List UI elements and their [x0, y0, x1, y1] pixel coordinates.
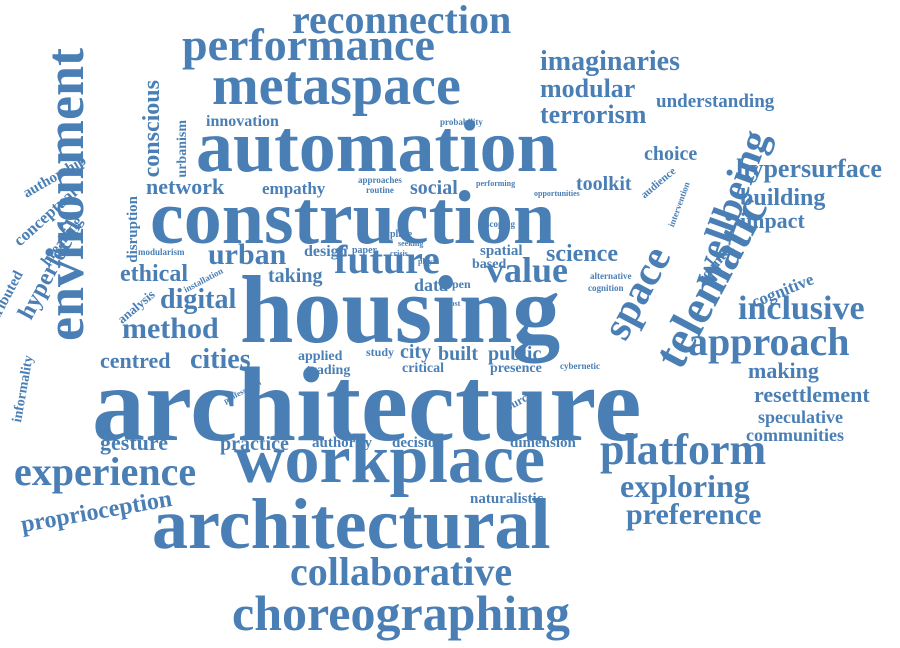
word-public: public	[488, 343, 542, 365]
word-inclusive: inclusive	[738, 290, 865, 327]
word-preference: preference	[626, 498, 762, 531]
word-authority: authority	[312, 435, 372, 451]
word-probability: probability	[440, 117, 483, 127]
word-decision: decision	[392, 435, 444, 451]
word-based: based	[472, 257, 507, 272]
word-method: method	[122, 312, 219, 345]
word-innovation: innovation	[206, 113, 279, 130]
word-performance: performance	[182, 19, 435, 70]
word-exploring: exploring	[620, 468, 750, 504]
word-resettlement: resettlement	[754, 382, 870, 407]
word-value: value	[486, 250, 569, 290]
word-architecture: architecture	[92, 346, 642, 463]
word-platform: platform	[600, 425, 767, 474]
word-dimension: dimension	[510, 435, 576, 451]
word-impact: impact	[740, 208, 805, 233]
word-proprioception: proprioception	[18, 485, 175, 539]
word-spatial: spatial	[480, 243, 523, 259]
word-place: place	[390, 229, 413, 240]
word-built: built	[438, 343, 479, 365]
word-informality: informality	[10, 354, 37, 424]
word-paper: paper	[352, 245, 377, 256]
word-housing: housing	[240, 256, 561, 363]
word-making: making	[748, 358, 819, 383]
word-urbanism: urbanism	[175, 120, 190, 178]
word-presence: presence	[490, 361, 542, 376]
word-audience: audience	[638, 165, 679, 202]
word-cities: cities	[190, 344, 251, 375]
word-trading: trading	[306, 363, 351, 378]
word-open: open	[446, 277, 471, 291]
word-crisis: crisis	[390, 249, 408, 258]
word-routine: routine	[366, 185, 394, 195]
word-opportunities: opportunities	[534, 189, 580, 198]
word-approach: approach	[688, 319, 850, 364]
word-automation: automation	[196, 106, 558, 188]
word-workplace: workplace	[234, 421, 546, 498]
word-network: network	[146, 174, 225, 199]
word-science: science	[546, 241, 618, 267]
word-cybernetic: cybernetic	[560, 361, 600, 371]
word-critical: critical	[402, 361, 444, 376]
word-approaches: approaches	[358, 175, 402, 185]
word-centred: centred	[100, 348, 171, 373]
word-terrorism: terrorism	[540, 100, 647, 129]
word-data: data	[414, 275, 449, 295]
word-choreographing: choreographing	[232, 585, 570, 641]
word-communities: communities	[746, 425, 844, 445]
word-hypersurface: hypersurface	[736, 154, 882, 183]
word-naturalistic: naturalistic	[470, 491, 544, 507]
word-understanding: understanding	[656, 91, 775, 112]
word-choice: choice	[644, 143, 698, 165]
word-alternative: alternative	[590, 271, 632, 281]
word-study: study	[366, 345, 395, 359]
word-speculative: speculative	[758, 407, 843, 427]
word-building: building	[740, 185, 826, 211]
word-modularism: modularism	[138, 247, 185, 257]
word-city: city	[400, 341, 432, 363]
word-architectural: architectural	[152, 484, 551, 564]
word-design: design	[304, 243, 348, 260]
word-digital: digital	[160, 284, 237, 315]
word-imaginaries: imaginaries	[540, 46, 680, 77]
word-cognition: cognition	[588, 283, 624, 293]
word-modular: modular	[540, 74, 636, 103]
word-metaspace: metaspace	[212, 55, 461, 117]
word-empathy: empathy	[262, 179, 326, 198]
word-performing: performing	[476, 179, 516, 188]
word-future: future	[334, 237, 440, 282]
word-post: post	[446, 299, 461, 308]
word-practice: practice	[220, 433, 289, 455]
word-reconnection: reconnection	[292, 0, 512, 42]
word-toolkit: toolkit	[576, 173, 632, 195]
word-experience: experience	[14, 449, 197, 494]
word-construction: construction	[150, 176, 556, 260]
word-urban: urban	[208, 238, 287, 271]
word-scoping: scoping	[486, 219, 516, 229]
word-applied: applied	[298, 349, 343, 364]
word-conscious: conscious	[139, 80, 165, 178]
word-gesture: gesture	[100, 430, 169, 455]
word-intervention: intervention	[666, 180, 692, 229]
word-social: social	[410, 177, 458, 199]
word-play: play	[418, 257, 433, 266]
word-collaborative: collaborative	[290, 549, 513, 594]
word-taking: taking	[268, 265, 323, 287]
word-seeking: seeking	[398, 239, 424, 248]
word-ethical: ethical	[120, 261, 188, 287]
